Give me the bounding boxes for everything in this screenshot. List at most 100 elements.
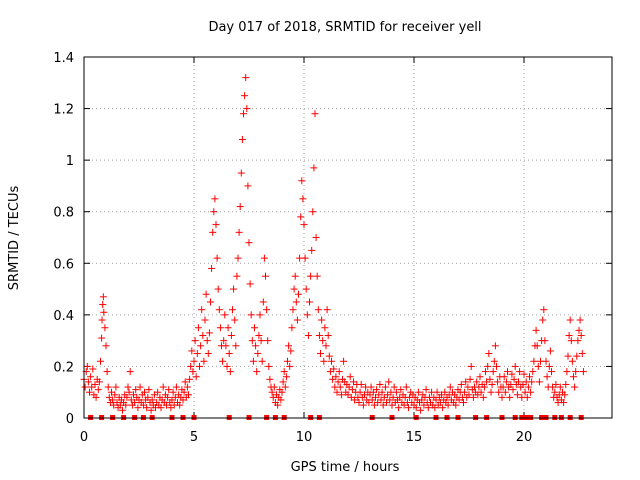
data-point xyxy=(461,388,469,396)
data-point xyxy=(203,337,211,345)
data-point xyxy=(573,352,581,360)
data-point xyxy=(340,357,348,365)
data-point xyxy=(482,368,489,376)
data-point xyxy=(498,393,506,401)
data-point xyxy=(441,388,449,396)
data-point xyxy=(91,380,99,388)
data-point xyxy=(479,393,487,401)
data-point xyxy=(533,342,541,350)
data-point xyxy=(214,285,222,293)
data-point xyxy=(488,380,496,388)
data-point xyxy=(385,378,393,386)
data-point xyxy=(303,311,311,319)
data-point xyxy=(143,404,151,412)
data-point xyxy=(123,393,131,401)
data-point xyxy=(288,324,296,332)
data-point xyxy=(579,368,587,376)
y-tick-label: 1 xyxy=(66,154,74,169)
data-point xyxy=(520,370,528,378)
data-point xyxy=(147,406,155,414)
data-point xyxy=(309,208,317,216)
data-point xyxy=(279,378,287,386)
data-point xyxy=(378,388,386,396)
data-point xyxy=(197,342,205,350)
data-point xyxy=(125,388,133,396)
data-point xyxy=(545,362,553,370)
data-point xyxy=(229,306,236,314)
data-point xyxy=(556,383,564,391)
data-point xyxy=(234,254,242,262)
data-point xyxy=(542,357,550,365)
data-point xyxy=(97,357,104,365)
data-point xyxy=(392,388,400,396)
data-point xyxy=(359,401,367,409)
data-point xyxy=(546,347,554,355)
y-tick-label: 0.6 xyxy=(53,257,74,272)
y-tick-label: 0 xyxy=(66,412,74,427)
data-point xyxy=(86,388,93,396)
data-point xyxy=(122,401,130,409)
data-point xyxy=(274,401,282,409)
data-point xyxy=(266,375,274,383)
data-point xyxy=(526,373,533,381)
data-point xyxy=(264,337,272,345)
data-point xyxy=(469,393,477,401)
data-point xyxy=(467,362,475,370)
data-point xyxy=(571,383,579,391)
data-point xyxy=(295,290,302,298)
data-point xyxy=(417,406,425,414)
y-axis-label: SRMTID / TECUs xyxy=(7,186,22,291)
data-point xyxy=(211,195,219,203)
data-point xyxy=(205,329,213,337)
data-point xyxy=(216,324,224,332)
data-point xyxy=(346,373,354,381)
data-point xyxy=(221,311,229,319)
data-point xyxy=(248,337,256,345)
data-point xyxy=(513,391,521,399)
data-point xyxy=(89,365,97,373)
data-point xyxy=(191,337,199,345)
data-point xyxy=(251,324,258,332)
data-point xyxy=(395,404,403,412)
data-point xyxy=(564,352,572,360)
data-point xyxy=(504,368,511,376)
data-point xyxy=(313,272,321,280)
data-point xyxy=(240,110,247,118)
data-point xyxy=(444,401,452,409)
data-point xyxy=(84,378,92,386)
data-point xyxy=(560,399,568,407)
data-point xyxy=(356,388,364,396)
data-point xyxy=(311,110,319,118)
data-point xyxy=(494,378,502,386)
data-point xyxy=(297,213,305,221)
data-point xyxy=(320,357,328,365)
x-tick-label: 5 xyxy=(190,430,198,445)
data-point xyxy=(315,331,323,339)
data-point xyxy=(284,357,291,365)
data-point xyxy=(132,386,140,394)
data-point xyxy=(528,378,536,386)
data-point xyxy=(249,357,257,365)
data-point xyxy=(414,388,422,396)
data-point xyxy=(566,316,574,324)
data-point xyxy=(235,228,243,236)
data-point xyxy=(405,404,412,412)
data-point xyxy=(165,386,173,394)
data-point xyxy=(196,362,203,370)
data-point xyxy=(131,399,139,407)
data-point xyxy=(254,350,262,358)
data-point xyxy=(238,136,246,144)
data-point xyxy=(302,285,310,293)
data-point xyxy=(446,383,454,391)
data-point xyxy=(539,316,547,324)
data-point xyxy=(253,368,261,376)
data-point xyxy=(574,337,582,345)
data-point xyxy=(209,228,217,236)
data-point xyxy=(126,368,134,376)
data-point xyxy=(376,380,384,388)
data-point xyxy=(439,404,447,412)
data-point xyxy=(510,375,518,383)
data-point xyxy=(277,396,285,404)
data-point xyxy=(219,357,227,365)
data-point xyxy=(307,272,315,280)
